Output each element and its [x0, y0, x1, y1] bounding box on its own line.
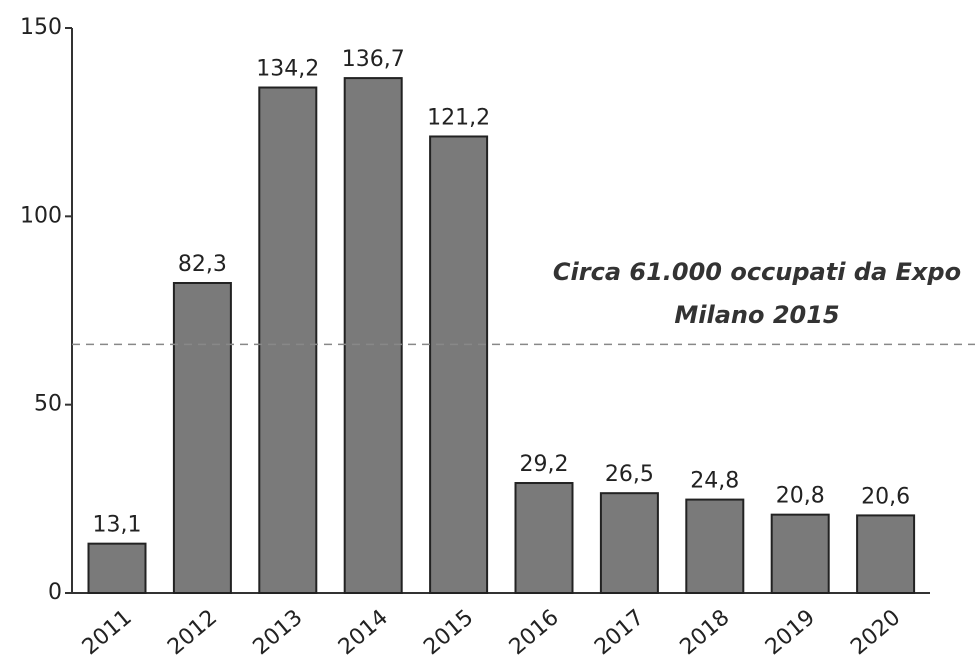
- value-label: 136,7: [342, 47, 405, 72]
- x-tick-label: 2020: [846, 605, 905, 660]
- x-tick-label: 2011: [78, 605, 137, 660]
- y-tick-label: 100: [20, 203, 62, 228]
- x-tick-label: 2016: [505, 605, 564, 660]
- x-tick-label: 2015: [419, 605, 478, 660]
- y-tick-label: 0: [48, 580, 62, 605]
- value-label: 121,2: [427, 105, 490, 130]
- value-label: 134,2: [256, 57, 319, 82]
- x-tick-label: 2018: [676, 605, 735, 660]
- x-tick-label: 2019: [761, 605, 820, 660]
- x-tick-label: 2013: [249, 605, 308, 660]
- annotation: Milano 2015: [674, 301, 839, 329]
- bar: [770, 513, 830, 594]
- bar: [599, 492, 659, 594]
- value-label: 24,8: [690, 469, 739, 494]
- bar: [172, 282, 232, 594]
- value-label: 20,8: [776, 484, 825, 509]
- bar: [87, 542, 147, 595]
- bar: [429, 135, 489, 594]
- x-tick-label: 2017: [590, 605, 649, 660]
- value-label: 82,3: [178, 252, 227, 277]
- bar: [685, 498, 745, 594]
- y-tick-label: 50: [34, 392, 62, 417]
- bar: [514, 482, 574, 594]
- y-tick-label: 150: [20, 15, 62, 40]
- annotation: Circa 61.000 occupati da Expo: [553, 258, 961, 286]
- x-tick-label: 2014: [334, 605, 393, 660]
- x-tick-label: 2012: [163, 605, 222, 660]
- bar: [258, 86, 318, 594]
- bar: [856, 514, 916, 595]
- value-label: 13,1: [93, 513, 142, 538]
- value-label: 29,2: [520, 452, 569, 477]
- value-label: 26,5: [605, 462, 654, 487]
- value-label: 20,6: [861, 484, 910, 509]
- bar: [343, 77, 403, 594]
